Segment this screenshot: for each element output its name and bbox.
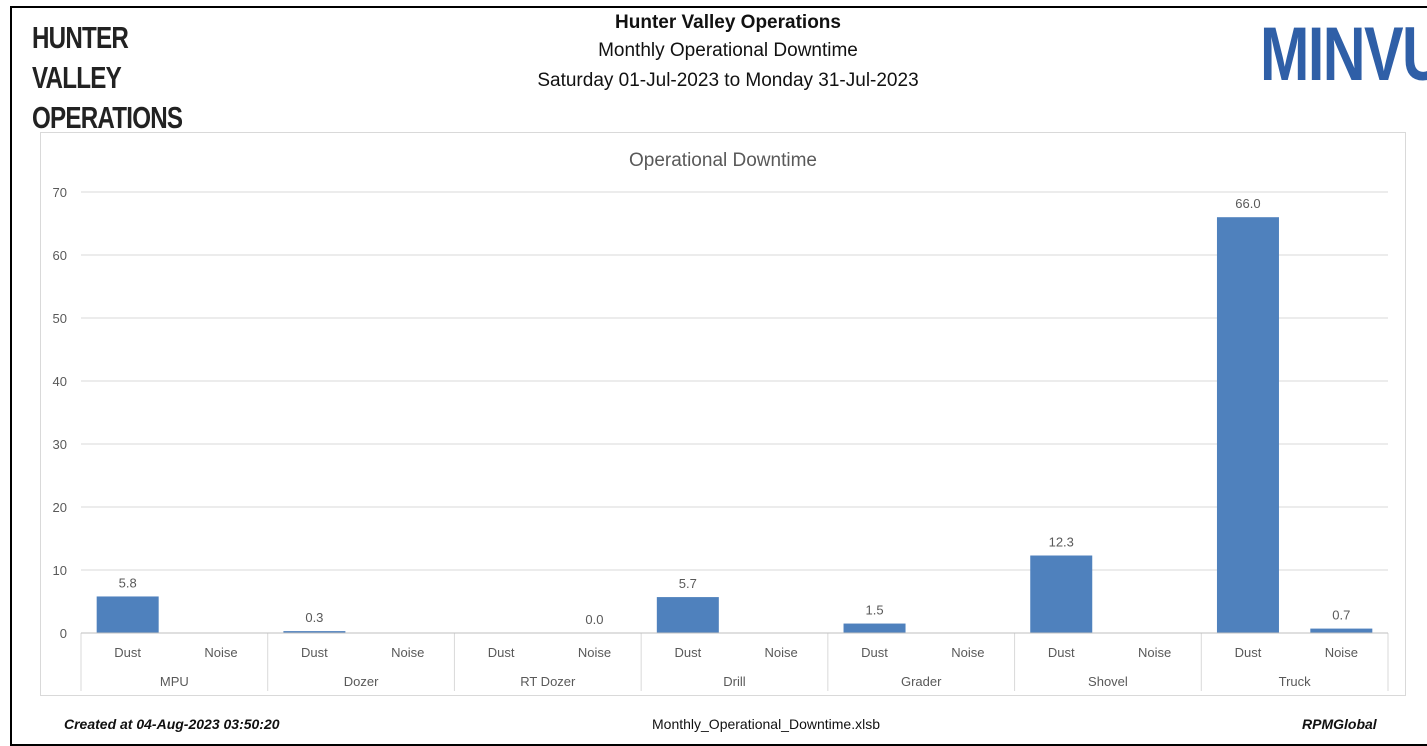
y-tick-label: 70 bbox=[53, 185, 67, 200]
x-subcategory-label: Dust bbox=[674, 645, 701, 660]
y-tick-label: 30 bbox=[53, 437, 67, 452]
x-group-label: Truck bbox=[1279, 674, 1312, 689]
y-tick-label: 0 bbox=[60, 626, 67, 641]
x-subcategory-label: Dust bbox=[1235, 645, 1262, 660]
minvu-logo: MINVU bbox=[1260, 12, 1427, 97]
y-tick-label: 10 bbox=[53, 563, 67, 578]
y-tick-label: 60 bbox=[53, 248, 67, 263]
y-tick-label: 50 bbox=[53, 311, 67, 326]
x-subcategory-label: Dust bbox=[1048, 645, 1075, 660]
report-header: Hunter Valley Operations Monthly Operati… bbox=[428, 10, 1028, 96]
bar-grader-dust bbox=[843, 623, 906, 633]
data-label: 12.3 bbox=[1049, 535, 1074, 550]
chart-bars bbox=[96, 217, 1373, 633]
bar-truck-noise bbox=[1310, 628, 1373, 633]
x-subcategory-label: Noise bbox=[391, 645, 424, 660]
report-date-range: Saturday 01-Jul-2023 to Monday 31-Jul-20… bbox=[537, 70, 919, 91]
source-filename: Monthly_Operational_Downtime.xlsb bbox=[652, 716, 880, 732]
data-label: 0.3 bbox=[305, 610, 323, 625]
x-subcategory-label: Dust bbox=[861, 645, 888, 660]
report-footer: Created at 04-Aug-2023 03:50:20 Monthly_… bbox=[0, 716, 1427, 736]
x-subcategory-label: Noise bbox=[1138, 645, 1171, 660]
chart-title: Operational Downtime bbox=[629, 150, 817, 171]
data-label: 0.0 bbox=[585, 612, 603, 627]
data-label: 0.7 bbox=[1332, 608, 1350, 623]
x-subcategory-label: Noise bbox=[204, 645, 237, 660]
bar-drill-dust bbox=[656, 597, 719, 633]
x-subcategory-label: Dust bbox=[114, 645, 141, 660]
y-tick-label: 40 bbox=[53, 374, 67, 389]
x-group-label: MPU bbox=[160, 674, 189, 689]
report-subtitle: Monthly Operational Downtime bbox=[598, 40, 858, 61]
bar-shovel-dust bbox=[1030, 555, 1093, 633]
bar-truck-dust bbox=[1216, 217, 1279, 633]
chart-gridlines bbox=[81, 191, 1388, 634]
x-subcategory-label: Noise bbox=[765, 645, 798, 660]
x-subcategory-label: Noise bbox=[1325, 645, 1358, 660]
data-labels: 5.8 0.3 0.0 5.7 1.5 12.3 66.0 0.7 bbox=[119, 196, 1351, 627]
data-label: 66.0 bbox=[1235, 196, 1260, 211]
rpmglobal-brand: RPMGlobal bbox=[1302, 716, 1377, 732]
x-subcategory-label: Noise bbox=[578, 645, 611, 660]
x-group-label: RT Dozer bbox=[520, 674, 576, 689]
x-subcategory-label: Dust bbox=[301, 645, 328, 660]
x-group-label: Dozer bbox=[344, 674, 379, 689]
x-group-label: Drill bbox=[723, 674, 745, 689]
data-label: 1.5 bbox=[865, 603, 883, 618]
x-subcategory-label: Noise bbox=[951, 645, 984, 660]
x-group-label: Shovel bbox=[1088, 674, 1128, 689]
chart-area: Operational Downtime 0 10 20 30 40 50 60 70 5.8… bbox=[40, 132, 1406, 696]
x-group-label: Grader bbox=[901, 674, 942, 689]
bar-dozer-dust bbox=[283, 631, 346, 633]
report-title: Hunter Valley Operations bbox=[615, 12, 841, 33]
hunter-valley-logo: HUNTER VALLEY OPERATIONS bbox=[32, 18, 183, 138]
data-label: 5.7 bbox=[679, 576, 697, 591]
created-timestamp: Created at 04-Aug-2023 03:50:20 bbox=[64, 716, 280, 732]
x-subcategory-label: Dust bbox=[488, 645, 515, 660]
data-label: 5.8 bbox=[119, 575, 137, 590]
logo-line-2: OPERATIONS bbox=[32, 100, 183, 135]
logo-line-1: HUNTER VALLEY bbox=[32, 20, 129, 95]
y-axis: 0 10 20 30 40 50 60 70 bbox=[53, 185, 67, 641]
downtime-bar-chart: Operational Downtime 0 10 20 30 40 50 60 70 5.8… bbox=[53, 150, 1389, 691]
y-tick-label: 20 bbox=[53, 500, 67, 515]
bar-mpu-dust bbox=[96, 596, 159, 633]
